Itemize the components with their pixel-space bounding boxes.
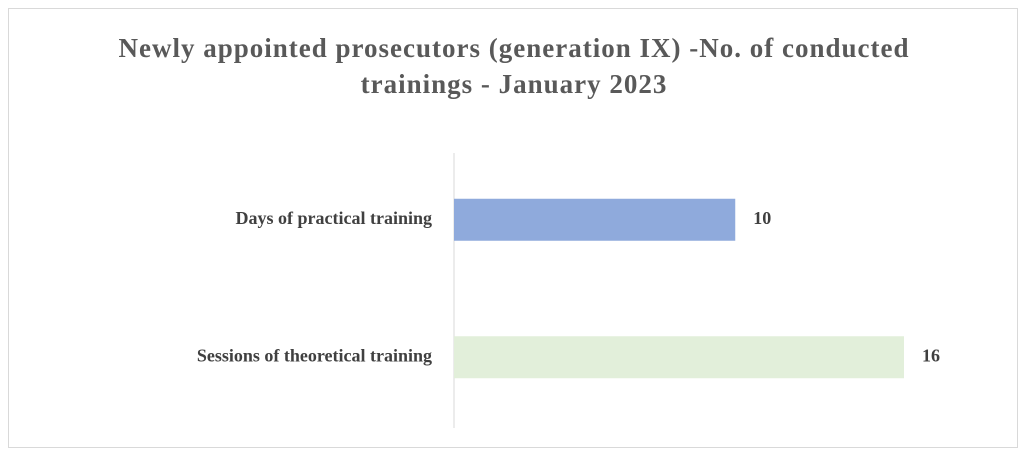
- chart-title: Newly appointed prosecutors (generation …: [118, 33, 910, 99]
- bar: [454, 198, 736, 241]
- chart-frame: [8, 8, 1018, 448]
- category-label: Sessions of theoretical training: [197, 345, 432, 365]
- bar: [454, 336, 904, 379]
- value-label: 10: [753, 208, 771, 228]
- category-label: Days of practical training: [236, 208, 432, 228]
- value-label: 16: [922, 345, 940, 365]
